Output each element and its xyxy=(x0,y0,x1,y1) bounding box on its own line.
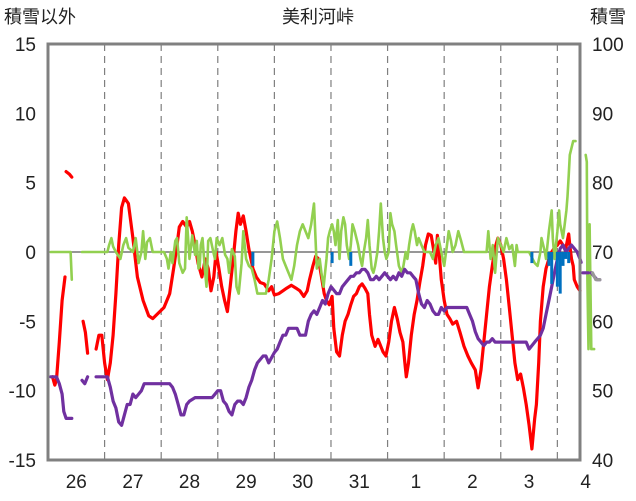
left-tick-label: -15 xyxy=(9,451,36,472)
right-tick-label: 50 xyxy=(592,382,613,403)
series-line xyxy=(81,319,90,355)
series-line xyxy=(80,139,577,295)
right-tick-label: 40 xyxy=(592,451,613,472)
left-tick-label: 10 xyxy=(15,104,36,125)
x-tick-label: 2 xyxy=(467,472,478,493)
left-tick-label: 5 xyxy=(25,174,36,195)
plot-border xyxy=(46,42,582,462)
series-line xyxy=(49,375,74,420)
x-tick-label: 30 xyxy=(292,472,313,493)
series-line xyxy=(50,275,67,387)
series-line xyxy=(584,153,596,351)
x-tick-label: 3 xyxy=(524,472,535,493)
x-tick-label: 27 xyxy=(122,472,143,493)
left-tick-label: -10 xyxy=(9,382,36,403)
right-tick-label: 100 xyxy=(592,35,624,56)
right-tick-label: 70 xyxy=(592,243,613,264)
chart-title: 美利河峠 xyxy=(282,7,354,28)
x-tick-label: 4 xyxy=(580,472,591,493)
right-tick-label: 60 xyxy=(592,312,613,333)
series-line xyxy=(94,243,583,427)
x-tick-label: 1 xyxy=(411,472,422,493)
x-tick-label: 28 xyxy=(179,472,200,493)
left-tick-label: -5 xyxy=(19,312,36,333)
series-line xyxy=(80,375,90,386)
gridlines xyxy=(48,44,580,460)
left-tick-label: 15 xyxy=(15,35,36,56)
series-line xyxy=(49,250,74,282)
series-line xyxy=(64,170,74,179)
x-tick-label: 31 xyxy=(349,472,370,493)
series-layer xyxy=(49,139,602,451)
right-axis-title: 積雪 xyxy=(590,7,626,28)
x-tick-label: 26 xyxy=(66,472,87,493)
left-tick-label: 0 xyxy=(25,243,36,264)
x-tick-label: 29 xyxy=(236,472,257,493)
right-tick-label: 80 xyxy=(592,174,613,195)
right-tick-label: 90 xyxy=(592,104,613,125)
series-line xyxy=(590,271,602,282)
plot-frame xyxy=(46,42,582,462)
left-axis-title: 積雪以外 xyxy=(4,7,76,28)
